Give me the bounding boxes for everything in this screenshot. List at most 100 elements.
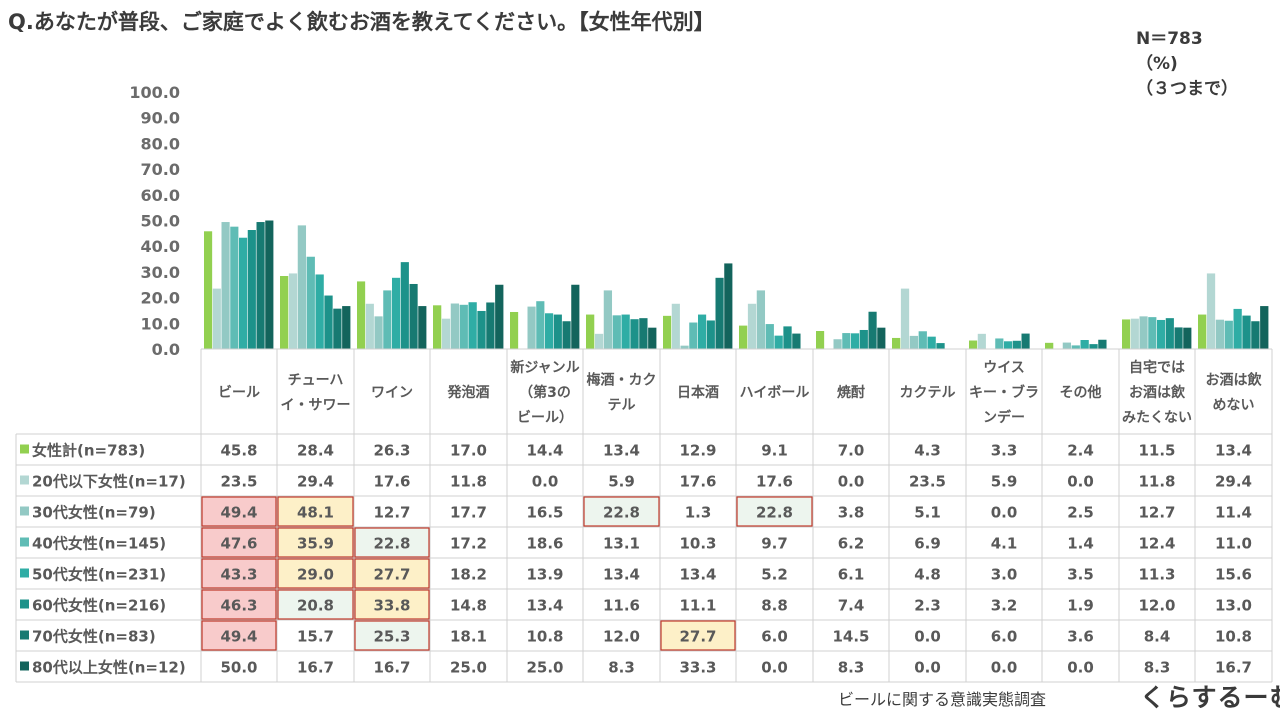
y-tick-label: 0.0 bbox=[152, 340, 180, 359]
bar bbox=[977, 333, 986, 349]
data-value: 5.9 bbox=[991, 473, 1018, 491]
survey-source: ビールに関する意識実態調査 bbox=[838, 690, 1047, 709]
bar bbox=[747, 303, 757, 349]
bar bbox=[621, 314, 630, 349]
category-label: カクテル bbox=[900, 385, 956, 401]
data-value: 17.2 bbox=[450, 535, 487, 553]
bar bbox=[1165, 318, 1174, 349]
data-value: 45.8 bbox=[220, 442, 257, 460]
data-value: 8.8 bbox=[761, 597, 788, 615]
category-label: チューハ bbox=[288, 373, 344, 389]
data-value: 6.0 bbox=[761, 628, 788, 646]
y-tick-label: 40.0 bbox=[141, 237, 180, 256]
data-value: 17.6 bbox=[679, 473, 716, 491]
bar bbox=[765, 324, 774, 349]
data-value: 6.9 bbox=[914, 535, 941, 553]
data-value: 0.0 bbox=[914, 628, 941, 646]
bar bbox=[603, 290, 613, 349]
bar bbox=[315, 274, 324, 349]
highlight-cell bbox=[277, 589, 354, 620]
highlight-cell bbox=[660, 620, 736, 651]
data-value: 10.8 bbox=[526, 628, 563, 646]
category-label: （第3の bbox=[519, 384, 571, 401]
bar bbox=[639, 318, 648, 349]
bar bbox=[1080, 340, 1089, 349]
data-value: 1.4 bbox=[1067, 535, 1094, 553]
data-value: 6.2 bbox=[838, 535, 865, 553]
bar bbox=[477, 310, 486, 349]
bar bbox=[265, 220, 274, 349]
data-value: 26.3 bbox=[373, 442, 410, 460]
bar bbox=[833, 339, 842, 349]
bar bbox=[698, 314, 707, 349]
bar bbox=[1233, 308, 1242, 349]
bar bbox=[995, 338, 1004, 349]
category-label: 梅酒・カク bbox=[587, 372, 657, 389]
bar bbox=[851, 333, 860, 349]
bar bbox=[1157, 319, 1166, 349]
bar bbox=[383, 290, 392, 349]
data-value: 17.0 bbox=[450, 442, 487, 460]
row-label: 30代女性(n=79) bbox=[32, 504, 156, 522]
bar bbox=[1183, 327, 1192, 349]
y-tick-label: 20.0 bbox=[141, 289, 180, 308]
bar bbox=[342, 306, 351, 349]
category-label: 自宅では bbox=[1129, 359, 1185, 376]
bar bbox=[527, 306, 536, 349]
bar bbox=[792, 333, 801, 349]
bar bbox=[1148, 317, 1157, 349]
bar bbox=[1174, 327, 1183, 349]
bar bbox=[774, 335, 783, 349]
bar bbox=[365, 303, 374, 349]
highlight-cell bbox=[277, 527, 354, 558]
bar bbox=[212, 288, 221, 349]
bar bbox=[297, 225, 307, 349]
data-value: 3.8 bbox=[838, 504, 865, 522]
data-value: 25.0 bbox=[526, 659, 563, 677]
data-value: 18.2 bbox=[450, 566, 487, 584]
bar-chart-with-table: 0.0 10.0 20.0 30.0 40.0 50.0 60.0 70.0 80.0 90.0 1… bbox=[15, 83, 1273, 683]
data-value: 16.7 bbox=[373, 659, 410, 677]
data-value: 18.6 bbox=[526, 535, 563, 553]
data-value: 25.3 bbox=[373, 628, 410, 646]
data-value: 29.4 bbox=[1215, 473, 1252, 491]
bar bbox=[927, 336, 936, 349]
bar bbox=[1130, 318, 1139, 349]
bar bbox=[630, 319, 639, 349]
bar bbox=[1089, 344, 1098, 349]
data-value: 0.0 bbox=[991, 504, 1018, 522]
data-value: 13.9 bbox=[526, 566, 563, 584]
category-label: ウイス bbox=[983, 360, 1025, 376]
category-label: お酒は飲 bbox=[1206, 372, 1263, 389]
bar bbox=[324, 295, 333, 349]
row-label: 50代女性(n=231) bbox=[32, 566, 166, 584]
data-value: 8.3 bbox=[608, 659, 635, 677]
y-tick-label: 50.0 bbox=[141, 212, 180, 231]
data-value: 0.0 bbox=[991, 659, 1018, 677]
data-value: 16.7 bbox=[1215, 659, 1252, 677]
bar bbox=[204, 231, 213, 349]
category-label: テル bbox=[608, 398, 636, 414]
data-value: 0.0 bbox=[914, 659, 941, 677]
bar bbox=[392, 277, 401, 349]
data-value: 8.3 bbox=[1144, 659, 1171, 677]
data-value: 8.4 bbox=[1144, 628, 1171, 646]
data-value: 27.7 bbox=[679, 628, 716, 646]
bar bbox=[868, 311, 877, 349]
bar bbox=[892, 337, 901, 349]
data-value: 13.4 bbox=[526, 597, 563, 615]
data-value: 7.4 bbox=[838, 597, 865, 615]
data-value: 48.1 bbox=[297, 504, 334, 522]
data-value: 2.3 bbox=[914, 597, 941, 615]
bar bbox=[739, 325, 748, 349]
data-value: 25.0 bbox=[450, 659, 487, 677]
category-label: ハイボール bbox=[740, 385, 810, 401]
y-tick-label: 60.0 bbox=[141, 186, 180, 205]
data-value: 23.5 bbox=[220, 473, 257, 491]
highlight-cell bbox=[201, 558, 277, 589]
legend-swatch bbox=[20, 475, 29, 485]
data-value: 2.4 bbox=[1067, 442, 1094, 460]
data-value: 43.3 bbox=[220, 566, 257, 584]
category-label: イ・サワー bbox=[281, 398, 351, 414]
row-label: 70代女性(n=83) bbox=[32, 628, 156, 646]
